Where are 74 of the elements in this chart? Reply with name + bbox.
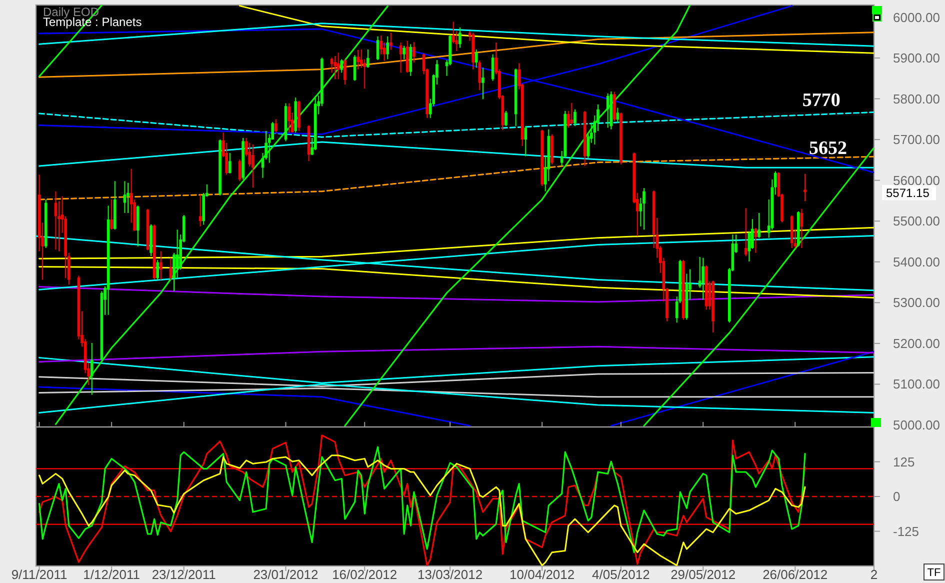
- line-series: [38, 156, 874, 200]
- candlestick: [758, 212, 760, 238]
- x-tick-label: 26/06/2012: [762, 567, 828, 582]
- candlestick: [616, 107, 620, 124]
- x-tick-label: 23/01/2012: [253, 567, 318, 582]
- x-tick-label: 10/04/2012: [510, 567, 575, 582]
- candlestick: [474, 48, 478, 68]
- candlestick: [642, 188, 646, 230]
- x-tick-label: 2: [870, 567, 878, 582]
- y-tick-label: -125: [893, 524, 920, 539]
- candlestick: [274, 118, 278, 134]
- line-series: [38, 286, 874, 303]
- x-tick-label: 23/12/2011: [152, 567, 216, 582]
- y-tick-label: 5900.00: [893, 50, 940, 66]
- line-series: [38, 346, 874, 363]
- y-tick-label: 5400.00: [893, 254, 940, 270]
- candlestick: [156, 259, 159, 280]
- x-tick-label: 1/12/2011: [83, 567, 140, 582]
- candlestick: [228, 152, 232, 174]
- candlestick: [402, 45, 406, 60]
- candlestick: [390, 32, 392, 50]
- candlestick: [482, 67, 484, 100]
- candlestick: [386, 36, 390, 60]
- y-tick-label: 5500.00: [893, 214, 940, 229]
- annotation: 5770: [802, 90, 840, 112]
- y-tick-label: 5200.00: [893, 336, 940, 351]
- candlestick: [478, 60, 482, 91]
- text: TF: [927, 566, 941, 579]
- line-series: [344, 5, 691, 427]
- candlestick: [412, 42, 416, 63]
- candlestick: [574, 108, 576, 127]
- candlestick: [344, 58, 346, 86]
- candlestick: [504, 110, 508, 127]
- line-series: [38, 226, 874, 260]
- candlestick: [198, 194, 202, 227]
- line-series: [38, 266, 874, 298]
- candlestick: [159, 250, 162, 280]
- y-tick-label: 125: [893, 454, 915, 470]
- y-tick-label: 5000.00: [893, 418, 940, 433]
- candlestick: [340, 58, 344, 74]
- candlestick: [356, 49, 360, 70]
- x-tick-label: 16/02/2012: [332, 567, 398, 582]
- line-series: [239, 5, 874, 54]
- candlestick: [524, 126, 528, 157]
- text: 5571.15: [886, 186, 930, 200]
- line-series: [38, 446, 806, 554]
- y-tick-label: 6000.00: [893, 10, 940, 25]
- y-tick-label: 5800.00: [893, 91, 940, 106]
- candlestick: [110, 198, 113, 230]
- x-tick-label: 29/05/2012: [670, 567, 736, 582]
- x-tick-label: 13/03/2012: [418, 567, 483, 582]
- annotation: 5652: [808, 138, 847, 160]
- candlestick: [238, 159, 242, 182]
- candlestick: [800, 208, 804, 249]
- line-series: [38, 32, 874, 78]
- x-tick-label: 4/05/2012: [592, 567, 650, 582]
- y-tick-label: 5300.00: [893, 295, 940, 310]
- candlestick: [399, 42, 402, 74]
- candlestick: [366, 48, 370, 68]
- y-tick-label: 5700.00: [893, 132, 940, 148]
- x-tick-label: 9/11/2011: [11, 567, 68, 582]
- y-tick-label: 5600.00: [893, 172, 940, 188]
- candlestick: [702, 257, 705, 300]
- y-tick-label: 0: [893, 489, 900, 504]
- candlestick: [288, 102, 290, 134]
- candlestick: [251, 144, 254, 188]
- line-series: [38, 454, 806, 566]
- candlestick: [458, 26, 462, 48]
- candlestick: [804, 173, 806, 202]
- candlestick: [126, 182, 130, 214]
- candlestick: [334, 55, 336, 80]
- candlestick: [90, 342, 94, 396]
- line-series: [38, 141, 874, 168]
- y-tick-label: 5100.00: [893, 376, 940, 392]
